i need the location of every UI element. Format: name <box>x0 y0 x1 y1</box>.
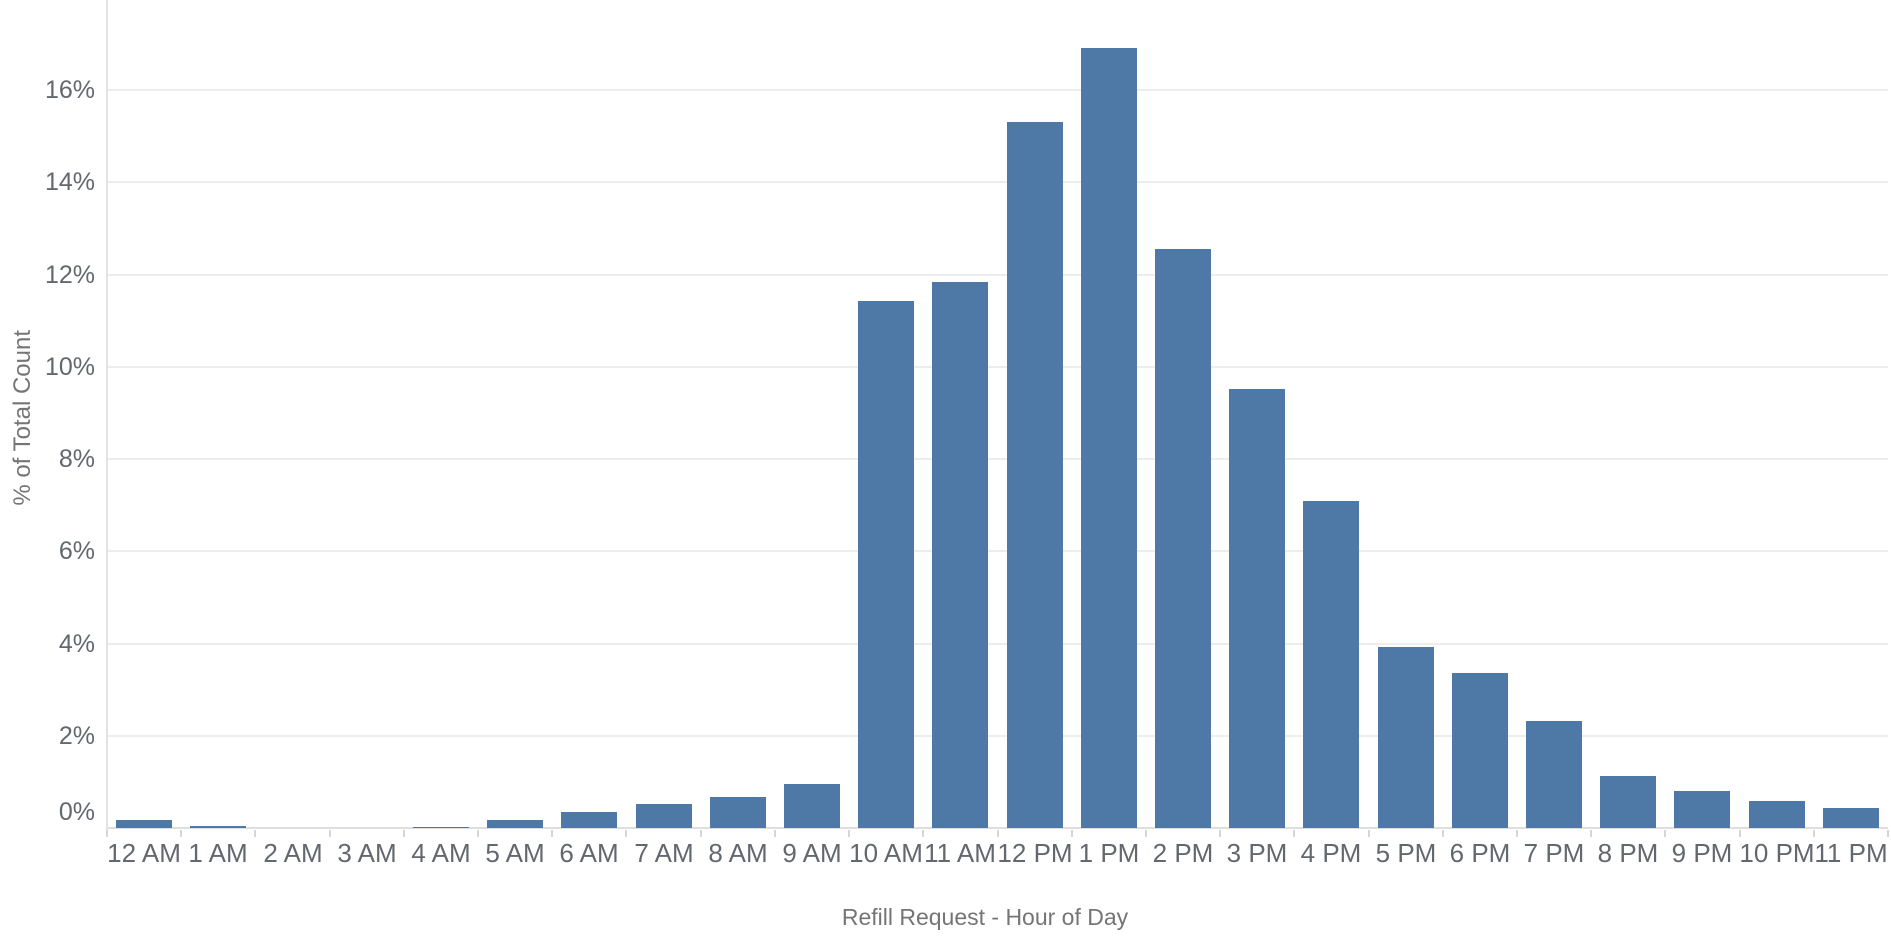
gridline-16pct <box>107 89 1888 91</box>
x-tick-label-10-pm: 10 PM <box>1739 838 1815 868</box>
x-tick-mark <box>1664 830 1666 837</box>
gridline-0pct <box>107 827 1888 829</box>
x-tick-label-1-am: 1 AM <box>188 838 248 868</box>
bar-10-am[interactable] <box>858 301 914 828</box>
x-tick-label-3-pm: 3 PM <box>1226 838 1288 868</box>
x-tick-label-2-am: 2 AM <box>263 838 323 868</box>
bar-12-am[interactable] <box>116 820 172 828</box>
x-tick-label-4-am: 4 AM <box>411 838 471 868</box>
bar-6-pm[interactable] <box>1452 673 1508 828</box>
x-tick-mark <box>1813 830 1815 837</box>
bar-11-pm[interactable] <box>1823 808 1879 828</box>
bar-9-am[interactable] <box>784 784 840 828</box>
x-tick-label-8-pm: 8 PM <box>1597 838 1659 868</box>
y-tick-label-10pct: 10% <box>44 353 95 381</box>
y-tick-label-14pct: 14% <box>44 168 95 196</box>
x-tick-label-10-am: 10 AM <box>849 838 923 868</box>
x-tick-label-5-pm: 5 PM <box>1375 838 1437 868</box>
gridline-10pct <box>107 366 1888 368</box>
y-tick-label-0pct: 0% <box>58 798 95 826</box>
x-tick-mark <box>551 830 553 837</box>
x-tick-mark <box>1887 830 1889 837</box>
bar-9-pm[interactable] <box>1674 791 1730 828</box>
x-tick-mark <box>1442 830 1444 837</box>
x-axis-title: Refill Request - Hour of Day <box>841 904 1129 930</box>
y-tick-label-2pct: 2% <box>58 722 95 750</box>
x-tick-label-5-am: 5 AM <box>485 838 545 868</box>
x-tick-label-2-pm: 2 PM <box>1152 838 1214 868</box>
x-tick-mark <box>1145 830 1147 837</box>
y-tick-label-8pct: 8% <box>58 445 95 473</box>
gridline-14pct <box>107 181 1888 183</box>
x-tick-label-12-am: 12 AM <box>107 838 181 868</box>
gridline-12pct <box>107 274 1888 276</box>
x-tick-mark <box>477 830 479 837</box>
x-tick-mark <box>700 830 702 837</box>
bar-1-am[interactable] <box>190 826 246 828</box>
x-tick-label-11-pm: 11 PM <box>1814 838 1888 868</box>
y-axis-title-wrap: % of Total Count <box>4 0 42 836</box>
x-tick-mark <box>997 830 999 837</box>
x-tick-label-3-am: 3 AM <box>337 838 397 868</box>
bar-10-pm[interactable] <box>1749 801 1805 828</box>
gridline-8pct <box>107 458 1888 460</box>
y-tick-label-12pct: 12% <box>44 261 95 289</box>
x-tick-label-11-am: 11 AM <box>924 838 996 868</box>
bar-7-pm[interactable] <box>1526 721 1582 828</box>
bar-7-am[interactable] <box>636 804 692 828</box>
x-tick-mark <box>1590 830 1592 837</box>
x-tick-mark <box>1368 830 1370 837</box>
x-tick-label-9-pm: 9 PM <box>1671 838 1733 868</box>
x-tick-label-6-pm: 6 PM <box>1449 838 1511 868</box>
x-tick-label-4-pm: 4 PM <box>1300 838 1362 868</box>
bar-4-am[interactable] <box>413 827 469 828</box>
bar-6-am[interactable] <box>561 812 617 828</box>
x-tick-mark <box>625 830 627 837</box>
y-tick-label-16pct: 16% <box>44 76 95 104</box>
x-tick-mark <box>1293 830 1295 837</box>
bar-5-pm[interactable] <box>1378 647 1434 828</box>
bar-11-am[interactable] <box>932 282 988 828</box>
x-tick-mark <box>1516 830 1518 837</box>
x-tick-mark <box>1071 830 1073 837</box>
y-tick-label-6pct: 6% <box>58 537 95 565</box>
bar-3-pm[interactable] <box>1229 389 1285 828</box>
x-tick-label-7-am: 7 AM <box>634 838 694 868</box>
x-tick-label-1-pm: 1 PM <box>1078 838 1140 868</box>
x-tick-mark <box>1219 830 1221 837</box>
x-tick-label-12-pm: 12 PM <box>997 838 1073 868</box>
x-tick-mark <box>848 830 850 837</box>
bar-12-pm[interactable] <box>1007 122 1063 828</box>
x-tick-label-6-am: 6 AM <box>559 838 619 868</box>
y-axis-line <box>106 0 108 836</box>
x-tick-mark <box>1739 830 1741 837</box>
bar-8-pm[interactable] <box>1600 776 1656 828</box>
bar-4-pm[interactable] <box>1303 501 1359 828</box>
gridline-4pct <box>107 643 1888 645</box>
x-tick-mark <box>180 830 182 837</box>
gridline-2pct <box>107 735 1888 737</box>
y-tick-label-4pct: 4% <box>58 630 95 658</box>
bar-5-am[interactable] <box>487 820 543 828</box>
x-tick-mark <box>254 830 256 837</box>
y-axis-title: % of Total Count <box>9 330 36 506</box>
x-tick-mark <box>329 830 331 837</box>
bar-8-am[interactable] <box>710 797 766 828</box>
x-tick-label-7-pm: 7 PM <box>1523 838 1585 868</box>
gridline-6pct <box>107 550 1888 552</box>
x-tick-mark <box>106 830 108 837</box>
x-tick-mark <box>774 830 776 837</box>
x-tick-label-9-am: 9 AM <box>782 838 842 868</box>
bar-1-pm[interactable] <box>1081 48 1137 828</box>
x-tick-mark <box>922 830 924 837</box>
x-tick-label-8-am: 8 AM <box>708 838 768 868</box>
x-tick-mark <box>403 830 405 837</box>
bar-2-pm[interactable] <box>1155 249 1211 828</box>
